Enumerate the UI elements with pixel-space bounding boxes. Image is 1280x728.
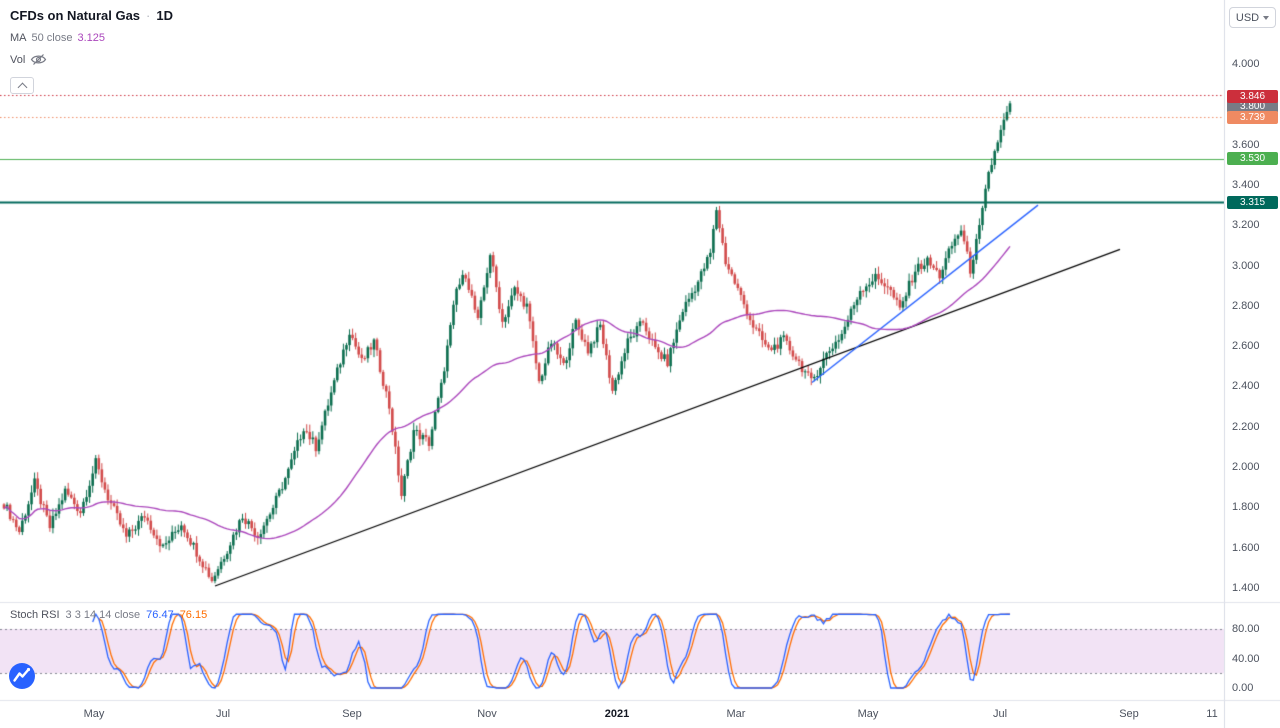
time-axis-label: Mar bbox=[726, 708, 746, 720]
symbol-title[interactable]: CFDs on Natural Gas bbox=[10, 8, 141, 23]
time-axis-label: Nov bbox=[477, 708, 497, 720]
ma-indicator-row[interactable]: MA 50 close 3.125 bbox=[10, 32, 173, 44]
stoch-d-value: 76.15 bbox=[179, 609, 208, 621]
ma-indicator-value: 3.125 bbox=[77, 32, 106, 44]
eye-off-icon[interactable] bbox=[30, 53, 47, 66]
time-axis-label: 11 bbox=[1206, 708, 1218, 720]
ma-indicator-params: 50 close bbox=[31, 32, 73, 44]
time-axis[interactable]: May Jul Sep Nov 2021 Mar May Jul Sep 11 bbox=[0, 700, 1224, 728]
time-axis-label: 2021 bbox=[604, 708, 630, 720]
time-axis-label: May bbox=[857, 708, 879, 720]
price-tick-label: 3.400 bbox=[1232, 178, 1260, 191]
time-axis-label: May bbox=[83, 708, 105, 720]
legend-separator: · bbox=[146, 8, 151, 23]
interval-label[interactable]: 1D bbox=[156, 8, 173, 23]
price-level-badge: 3.315 bbox=[1227, 195, 1278, 209]
time-axis-label: Sep bbox=[342, 708, 362, 720]
currency-label: USD bbox=[1235, 11, 1260, 24]
price-tick-label: 3.200 bbox=[1232, 219, 1260, 232]
last-price-badge: 3.800 bbox=[1227, 99, 1278, 113]
price-level-badge: 3.846 bbox=[1227, 89, 1278, 103]
price-tick-label: 4.000 bbox=[1232, 58, 1260, 70]
chevron-up-icon bbox=[17, 82, 27, 92]
price-tick-label: 3.600 bbox=[1232, 138, 1260, 151]
chart-legend: CFDs on Natural Gas · 1D MA 50 close 3.1… bbox=[10, 8, 173, 94]
price-tick-label: 2.400 bbox=[1232, 380, 1260, 393]
volume-indicator-row[interactable]: Vol bbox=[10, 53, 173, 66]
price-tick-label: 1.400 bbox=[1232, 582, 1260, 594]
time-axis-label: Sep bbox=[1119, 708, 1139, 720]
price-tick-label: 3.000 bbox=[1232, 259, 1260, 272]
tradingview-logo[interactable] bbox=[8, 662, 36, 695]
symbol-title-row: CFDs on Natural Gas · 1D bbox=[10, 8, 173, 23]
stoch-rsi-legend[interactable]: Stoch RSI 3 3 14 14 close 76.47 76.15 bbox=[10, 609, 207, 621]
time-axis-label: Jul bbox=[992, 708, 1008, 720]
price-level-badge: 3.739 bbox=[1227, 110, 1278, 124]
price-level-badge: 3.530 bbox=[1227, 151, 1278, 165]
stoch-tick-label: 0.00 bbox=[1232, 682, 1254, 694]
price-scale[interactable]: USD 4.000 3.800 3.600 3.400 3.200 3.000 2.800 2… bbox=[1224, 0, 1280, 728]
price-tick-label: 2.800 bbox=[1232, 299, 1260, 312]
chevron-down-icon bbox=[1263, 15, 1270, 20]
price-tick-label: 1.800 bbox=[1232, 501, 1260, 514]
stoch-k-value: 76.47 bbox=[146, 609, 174, 621]
stoch-rsi-name: Stoch RSI bbox=[10, 609, 60, 621]
currency-dropdown[interactable]: USD bbox=[1229, 7, 1276, 28]
volume-indicator-name: Vol bbox=[10, 53, 26, 66]
stoch-tick-label: 80.00 bbox=[1232, 623, 1260, 635]
time-axis-label: Jul bbox=[215, 708, 231, 720]
ma-indicator-name: MA bbox=[10, 32, 27, 44]
stoch-rsi-params: 3 3 14 14 close bbox=[65, 609, 141, 621]
price-tick-label: 1.600 bbox=[1232, 541, 1260, 554]
price-tick-label: 2.000 bbox=[1232, 461, 1260, 474]
stoch-tick-label: 40.00 bbox=[1232, 652, 1260, 665]
price-tick-label: 2.600 bbox=[1232, 340, 1260, 353]
price-tick-label: 2.200 bbox=[1232, 420, 1260, 433]
pane-collapse-button[interactable] bbox=[10, 77, 34, 94]
